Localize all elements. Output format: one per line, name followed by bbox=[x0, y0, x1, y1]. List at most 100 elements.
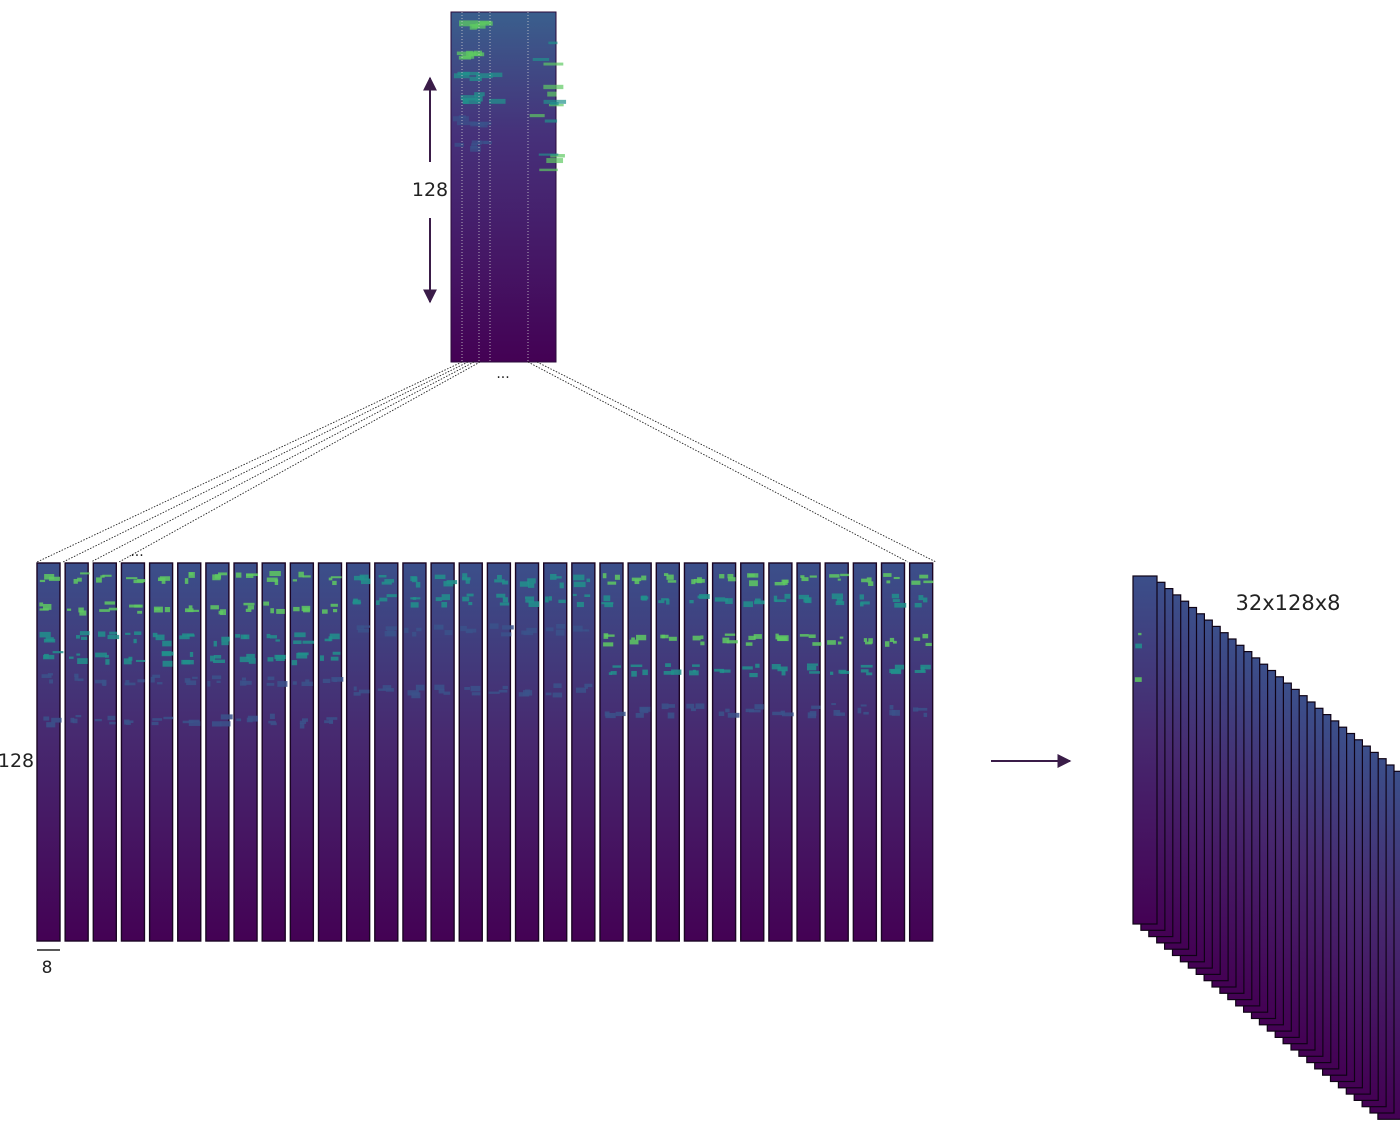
frame-blob bbox=[43, 716, 50, 721]
frame-blob bbox=[809, 671, 820, 674]
frame-blob bbox=[462, 596, 470, 602]
frame-blob bbox=[585, 629, 590, 632]
frame-blob bbox=[263, 601, 270, 606]
frame-blob bbox=[754, 598, 761, 604]
frame-blob bbox=[772, 711, 784, 716]
frame-blob bbox=[800, 575, 805, 578]
frame-blob bbox=[52, 651, 64, 654]
frame-blob bbox=[863, 711, 869, 715]
frame-blob bbox=[604, 602, 614, 608]
frame-blob bbox=[328, 577, 333, 581]
frame-blob bbox=[700, 635, 704, 640]
frame-blob bbox=[353, 686, 357, 691]
frame-strip bbox=[36, 562, 934, 942]
frame-blob bbox=[412, 631, 417, 637]
frame-blob bbox=[104, 601, 116, 605]
frame bbox=[289, 562, 315, 942]
frame-blob bbox=[635, 712, 644, 718]
frame-blob bbox=[610, 671, 617, 675]
frame-blob bbox=[502, 597, 508, 603]
frame-blob bbox=[359, 574, 369, 581]
frame-blob bbox=[96, 577, 102, 583]
frame-blob bbox=[892, 640, 897, 644]
frame-blob bbox=[667, 580, 677, 583]
frame-blob bbox=[188, 605, 193, 609]
frame-blob bbox=[305, 679, 310, 684]
frame-blob bbox=[573, 625, 583, 632]
frame-blob bbox=[803, 597, 811, 603]
frame-blob bbox=[553, 683, 562, 688]
frame-blob bbox=[861, 578, 868, 583]
frame-blob bbox=[494, 579, 505, 583]
frame-background bbox=[740, 562, 765, 942]
frame-blob bbox=[576, 601, 584, 608]
frame-blob bbox=[77, 577, 82, 582]
frame-background bbox=[486, 562, 512, 942]
frame-blob bbox=[151, 721, 159, 726]
frame-blob bbox=[182, 659, 194, 665]
frame-blob bbox=[663, 670, 675, 675]
frame-blob bbox=[248, 658, 256, 664]
frame-blob bbox=[162, 640, 172, 647]
frame-blob bbox=[210, 655, 215, 662]
frame-blob bbox=[293, 640, 302, 645]
frame-background bbox=[92, 562, 118, 942]
frame-blob bbox=[240, 634, 250, 640]
frame-blob bbox=[748, 635, 756, 641]
frame-blob bbox=[524, 689, 531, 695]
frame-blob bbox=[352, 601, 362, 604]
frame-blob bbox=[384, 631, 397, 637]
frame-blob bbox=[726, 640, 738, 644]
frame-blob bbox=[829, 574, 840, 578]
frame-blob bbox=[187, 609, 200, 612]
frame-blob bbox=[247, 715, 258, 722]
frame-blob bbox=[631, 670, 637, 677]
output-stack bbox=[1132, 575, 1400, 1120]
frame-blob bbox=[801, 577, 809, 582]
frame-blob bbox=[658, 600, 665, 604]
frame-blob bbox=[661, 598, 669, 601]
frame-blob bbox=[105, 659, 110, 665]
frame-blob bbox=[891, 593, 900, 599]
frame-blob bbox=[923, 597, 928, 603]
frame-blob bbox=[528, 601, 540, 607]
frame-blob bbox=[182, 720, 194, 724]
frame-blob bbox=[894, 602, 907, 608]
frame-blob bbox=[269, 571, 281, 577]
frame-blob bbox=[586, 578, 591, 583]
frame-blob bbox=[919, 574, 929, 579]
frame-blob bbox=[809, 575, 817, 578]
frame-background bbox=[261, 562, 286, 942]
frame-blob bbox=[889, 705, 894, 710]
frame-background bbox=[824, 562, 849, 942]
spectrogram-blob bbox=[454, 142, 464, 147]
frame-blob bbox=[614, 574, 620, 580]
frame-blob bbox=[603, 642, 614, 647]
frame-blob bbox=[753, 634, 762, 639]
frame-blob bbox=[745, 642, 753, 646]
frame-blob bbox=[837, 578, 841, 581]
frame-blob bbox=[220, 714, 233, 720]
frame-blob bbox=[831, 593, 843, 600]
frame-blob bbox=[920, 666, 925, 673]
frame-blob bbox=[837, 641, 842, 645]
frame-background bbox=[655, 562, 680, 942]
frame-blob bbox=[74, 673, 79, 678]
frame bbox=[683, 562, 710, 942]
frame-blob bbox=[213, 655, 222, 659]
frame-background bbox=[543, 562, 568, 942]
frame-blob bbox=[748, 709, 761, 713]
frame-blob bbox=[700, 641, 705, 646]
spectrogram-blob bbox=[462, 98, 481, 105]
frame-blob bbox=[558, 599, 566, 604]
frame-blob bbox=[773, 595, 778, 602]
frame-blob bbox=[807, 712, 817, 719]
frame-blob bbox=[410, 602, 419, 608]
frame-background bbox=[36, 562, 61, 942]
frame-blob bbox=[213, 659, 226, 664]
frame-blob bbox=[727, 712, 740, 718]
frame-blob bbox=[104, 654, 109, 658]
frame-blob bbox=[857, 707, 862, 714]
frame-blob bbox=[49, 679, 54, 684]
spectrogram-blob bbox=[550, 102, 559, 106]
